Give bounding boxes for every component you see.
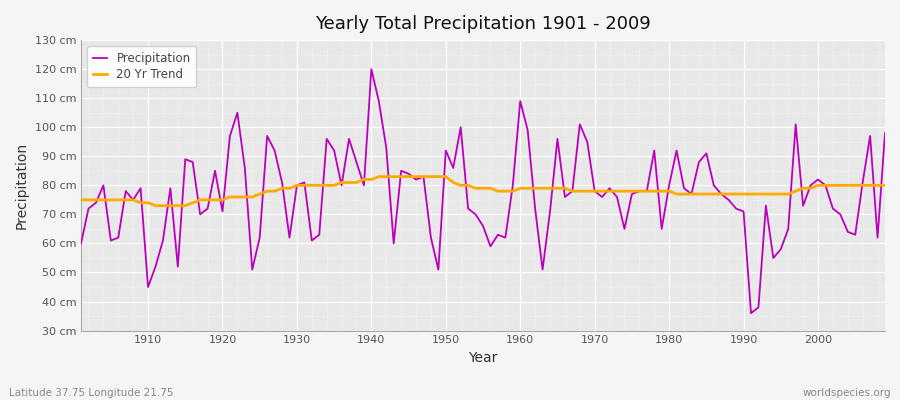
Y-axis label: Precipitation: Precipitation [15, 142, 29, 229]
20 Yr Trend [150, 203, 161, 208]
Title: Yearly Total Precipitation 1901 - 2009: Yearly Total Precipitation 1901 - 2009 [315, 15, 651, 33]
20 Yr Trend [135, 200, 146, 205]
Line: Precipitation: Precipitation [81, 69, 885, 313]
20 Yr Trend [522, 186, 533, 191]
20 Yr Trend [530, 186, 541, 191]
Precipitation [135, 186, 146, 191]
20 Yr Trend [76, 198, 86, 202]
Precipitation [522, 128, 533, 132]
Precipitation [515, 99, 526, 104]
Precipitation [612, 194, 623, 199]
Precipitation [366, 67, 377, 72]
20 Yr Trend [306, 183, 317, 188]
20 Yr Trend [351, 180, 362, 185]
Precipitation [879, 131, 890, 136]
Precipitation [76, 241, 86, 246]
Text: Latitude 37.75 Longitude 21.75: Latitude 37.75 Longitude 21.75 [9, 388, 174, 398]
Legend: Precipitation, 20 Yr Trend: Precipitation, 20 Yr Trend [87, 46, 196, 87]
Precipitation [745, 311, 756, 316]
Line: 20 Yr Trend: 20 Yr Trend [81, 177, 885, 206]
X-axis label: Year: Year [468, 351, 498, 365]
Precipitation [344, 136, 355, 141]
20 Yr Trend [619, 189, 630, 194]
Precipitation [299, 180, 310, 185]
20 Yr Trend [879, 183, 890, 188]
20 Yr Trend [374, 174, 384, 179]
Text: worldspecies.org: worldspecies.org [803, 388, 891, 398]
